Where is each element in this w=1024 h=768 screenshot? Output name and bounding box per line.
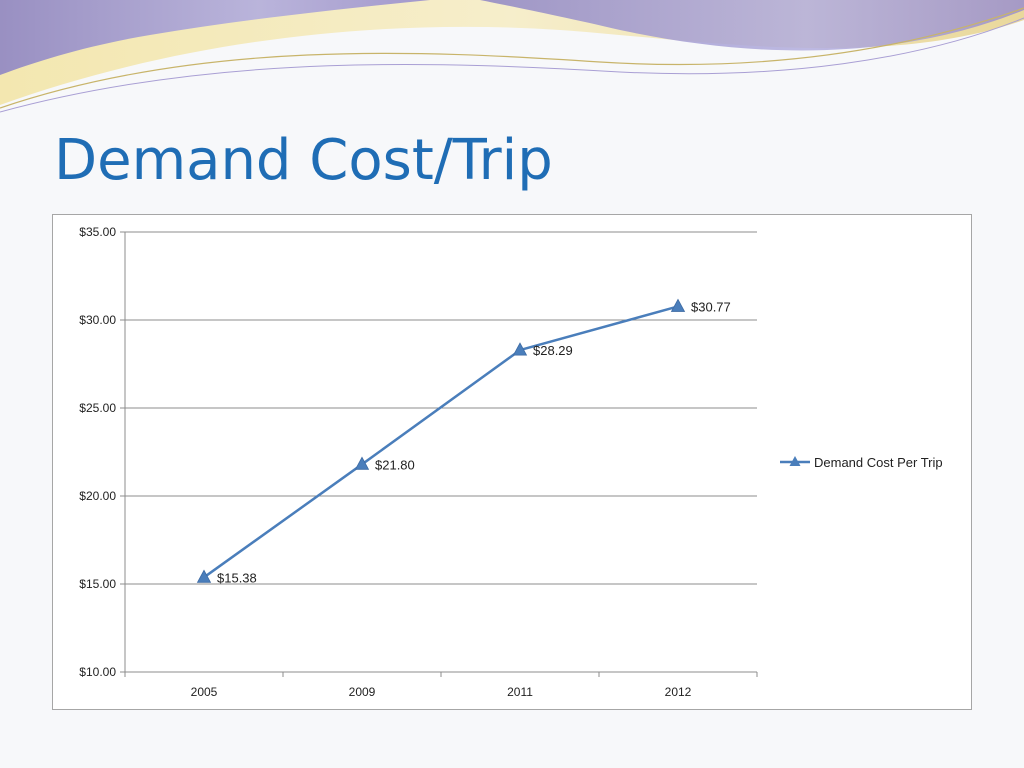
slide-title: Demand Cost/Trip xyxy=(54,128,553,193)
legend-label: Demand Cost Per Trip xyxy=(814,455,943,470)
x-tick-label: 2009 xyxy=(349,685,376,699)
x-tick-label: 2005 xyxy=(191,685,218,699)
line-chart: $35.00 $30.00 $25.00 $20.00 $15.00 $10.00 2005… xyxy=(79,225,943,699)
y-tick-label: $10.00 xyxy=(79,665,116,679)
data-point xyxy=(670,298,686,312)
y-tick-label: $15.00 xyxy=(79,577,116,591)
legend-marker xyxy=(789,456,801,466)
y-tick-label: $20.00 xyxy=(79,489,116,503)
data-point xyxy=(512,342,528,356)
data-label: $15.38 xyxy=(217,570,257,585)
header-wave-decoration xyxy=(0,0,1024,113)
y-tick-label: $30.00 xyxy=(79,313,116,327)
data-point xyxy=(354,456,370,470)
data-label: $30.77 xyxy=(691,299,731,314)
x-tick-label: 2012 xyxy=(665,685,692,699)
data-point xyxy=(196,569,212,583)
data-label: $21.80 xyxy=(375,457,415,472)
series-line xyxy=(203,305,679,579)
chart-frame: $35.00 $30.00 $25.00 $20.00 $15.00 $10.00 2005… xyxy=(52,214,972,710)
y-tick-label: $25.00 xyxy=(79,401,116,415)
y-tick-label: $35.00 xyxy=(79,225,116,239)
x-tick-label: 2011 xyxy=(507,685,533,699)
data-label: $28.29 xyxy=(533,343,573,358)
